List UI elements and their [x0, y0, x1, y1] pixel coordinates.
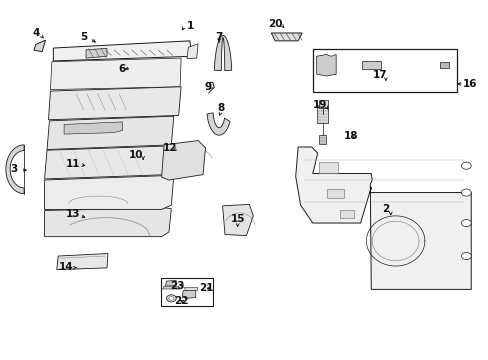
Bar	[339, 210, 353, 218]
Circle shape	[461, 220, 470, 226]
Polygon shape	[44, 175, 173, 210]
Polygon shape	[319, 135, 325, 144]
Text: 3: 3	[11, 164, 18, 174]
Polygon shape	[183, 287, 196, 291]
Polygon shape	[319, 100, 328, 108]
Polygon shape	[161, 140, 205, 180]
Polygon shape	[295, 147, 470, 289]
Text: 9: 9	[204, 82, 211, 92]
Circle shape	[461, 162, 470, 169]
Polygon shape	[361, 61, 380, 69]
Text: 12: 12	[163, 143, 177, 153]
Circle shape	[461, 252, 470, 260]
Text: 14: 14	[59, 262, 74, 272]
Text: 18: 18	[343, 131, 357, 141]
Bar	[312, 49, 456, 92]
Circle shape	[461, 189, 470, 196]
Text: 16: 16	[462, 79, 476, 89]
Polygon shape	[162, 286, 180, 289]
Polygon shape	[53, 41, 191, 61]
Text: 17: 17	[372, 70, 386, 80]
Bar	[160, 278, 213, 306]
Polygon shape	[50, 58, 181, 90]
Polygon shape	[64, 122, 122, 134]
Text: 13: 13	[65, 209, 80, 219]
Polygon shape	[439, 62, 448, 68]
Polygon shape	[271, 33, 302, 41]
Text: 7: 7	[215, 32, 223, 41]
Text: 1: 1	[187, 21, 194, 31]
Polygon shape	[34, 40, 45, 51]
Text: 11: 11	[65, 159, 80, 169]
Polygon shape	[182, 291, 195, 298]
Polygon shape	[222, 204, 253, 235]
Polygon shape	[48, 87, 181, 120]
Text: 5: 5	[80, 32, 87, 41]
Polygon shape	[86, 48, 107, 58]
Polygon shape	[214, 36, 231, 71]
Polygon shape	[57, 253, 108, 270]
Polygon shape	[44, 208, 171, 237]
Polygon shape	[165, 280, 176, 286]
Circle shape	[168, 297, 173, 300]
Text: 4: 4	[32, 28, 40, 38]
Text: 2: 2	[382, 204, 389, 214]
Polygon shape	[316, 54, 335, 76]
Text: 21: 21	[199, 283, 213, 293]
Bar	[318, 162, 337, 173]
Polygon shape	[44, 145, 180, 179]
Polygon shape	[316, 105, 328, 123]
Text: 22: 22	[174, 296, 188, 306]
Text: 19: 19	[312, 100, 326, 110]
Circle shape	[166, 295, 176, 302]
Text: 10: 10	[129, 150, 143, 160]
Text: 23: 23	[170, 281, 184, 291]
Text: 15: 15	[230, 215, 244, 224]
Bar	[327, 189, 344, 198]
Text: 6: 6	[118, 64, 125, 74]
Polygon shape	[186, 44, 198, 59]
Polygon shape	[6, 145, 24, 194]
Text: 8: 8	[217, 103, 224, 113]
Polygon shape	[207, 113, 229, 135]
Polygon shape	[47, 116, 173, 149]
Text: 20: 20	[268, 19, 283, 29]
